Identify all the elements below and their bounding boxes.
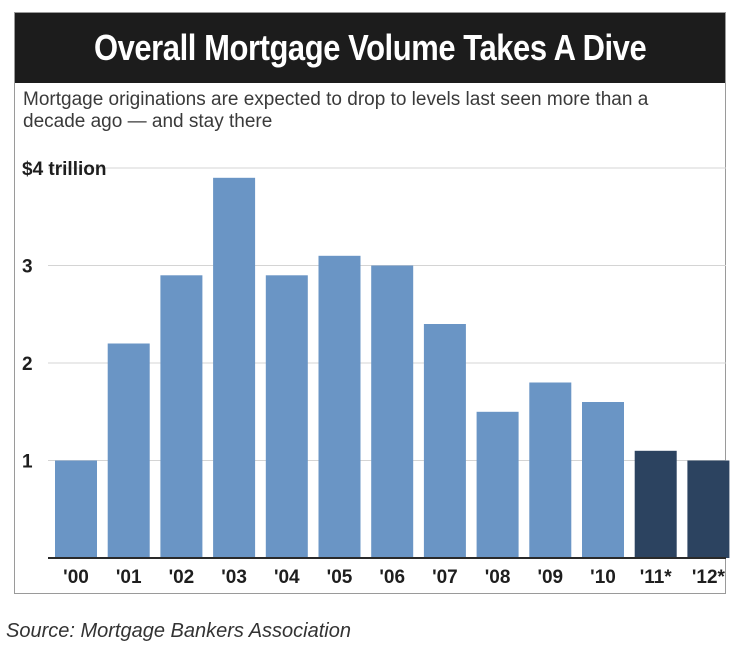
x-tick-labels: '00 '01 '02 '03 '04 '05 '06 '07 '08 '09 '10 '11* '12… bbox=[63, 567, 725, 588]
bar-02 bbox=[160, 275, 203, 559]
bar-05 bbox=[318, 255, 361, 559]
bar-03 bbox=[213, 177, 256, 559]
bar-11 bbox=[634, 450, 677, 559]
bar-09 bbox=[529, 382, 572, 558]
bar-10 bbox=[582, 402, 624, 558]
bar-08 bbox=[476, 411, 519, 559]
y-tick-label-4: $4 trillion bbox=[22, 159, 106, 180]
x-tick-label-00: '00 bbox=[63, 567, 89, 588]
x-tick-label-02: '02 bbox=[169, 567, 195, 588]
bar-12 bbox=[687, 460, 730, 558]
x-tick-label-07: '07 bbox=[432, 567, 458, 588]
x-tick-label-05: '05 bbox=[327, 567, 353, 588]
x-tick-label-04: '04 bbox=[274, 567, 300, 588]
y-tick-label-3: 3 bbox=[22, 257, 33, 278]
source-note: Source: Mortgage Bankers Association bbox=[6, 620, 351, 642]
bar-00 bbox=[55, 460, 97, 558]
chart-subtitle: Mortgage originations are expected to dr… bbox=[23, 89, 649, 132]
bar-07 bbox=[423, 324, 466, 558]
x-tick-label-11: '11* bbox=[640, 567, 673, 588]
bar-06 bbox=[371, 265, 414, 558]
x-tick-label-03: '03 bbox=[221, 567, 247, 588]
y-tick-label-1: 1 bbox=[22, 452, 33, 473]
chart-title: Overall Mortgage Volume Takes A Dive bbox=[93, 27, 647, 68]
x-tick-label-09: '09 bbox=[537, 567, 563, 588]
x-tick-label-10: '10 bbox=[590, 567, 616, 588]
bar-04 bbox=[265, 275, 308, 559]
x-tick-label-12: '12* bbox=[692, 567, 726, 588]
title-banner: Overall Mortgage Volume Takes A Dive bbox=[15, 13, 725, 83]
y-tick-labels: 1 2 3 $4 trillion bbox=[22, 159, 106, 473]
bars bbox=[55, 177, 730, 559]
x-tick-label-08: '08 bbox=[485, 567, 511, 588]
x-tick-label-06: '06 bbox=[379, 567, 405, 588]
bar-01 bbox=[107, 343, 150, 558]
x-tick-label-01: '01 bbox=[116, 567, 142, 588]
y-tick-label-2: 2 bbox=[22, 354, 33, 375]
